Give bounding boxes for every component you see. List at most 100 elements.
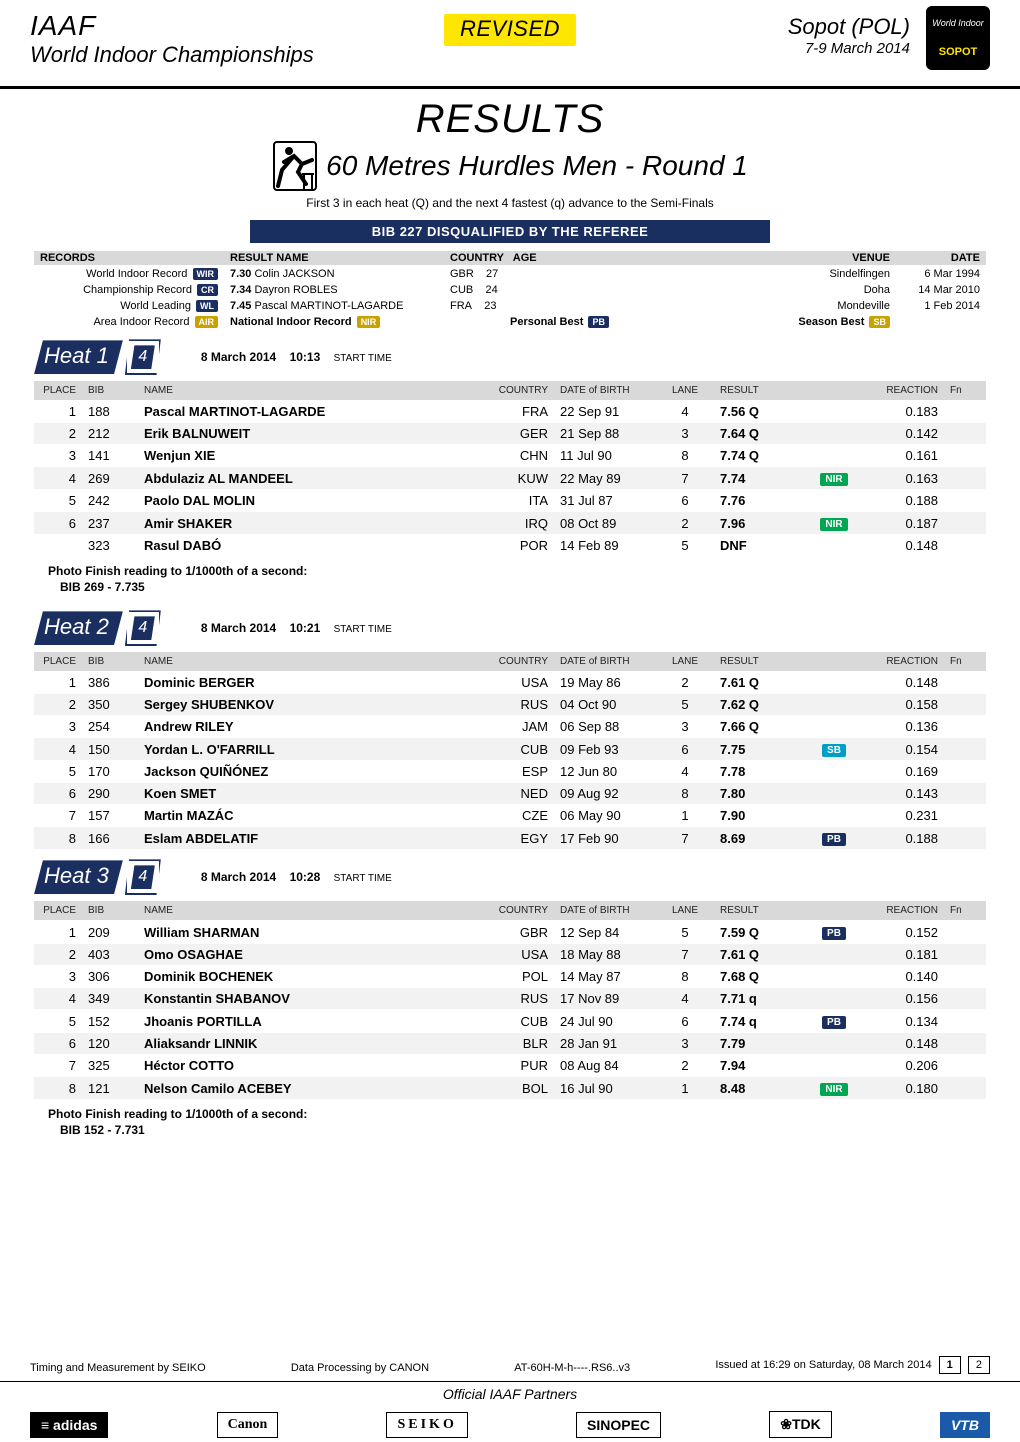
cell-country: EGY bbox=[472, 827, 554, 850]
record-result-name: National Indoor Record NIR bbox=[224, 315, 444, 329]
location: Sopot (POL) bbox=[788, 14, 910, 40]
cell-name: Nelson Camilo ACEBEY bbox=[138, 1077, 472, 1100]
event-row: 60 Metres Hurdles Men - Round 1 bbox=[0, 140, 1020, 192]
col-place: PLACE bbox=[34, 901, 82, 921]
result-flag-pill: NIR bbox=[820, 518, 847, 531]
cell-reaction: 0.163 bbox=[862, 467, 944, 490]
record-country-age: FRA 23 bbox=[444, 299, 746, 313]
result-flag-pill: SB bbox=[822, 744, 846, 757]
result-flag-pill: PB bbox=[822, 927, 846, 940]
heat-meta: 8 March 2014 10:13 START TIME bbox=[201, 350, 392, 364]
cell-fn bbox=[944, 921, 986, 944]
cell-bib: 242 bbox=[82, 490, 138, 512]
records-hdr-country: COUNTRY bbox=[450, 252, 504, 264]
cell-dob: 24 Jul 90 bbox=[554, 1010, 656, 1033]
partners-title: Official IAAF Partners bbox=[0, 1386, 1020, 1402]
partner-seiko: SEIKO bbox=[386, 1412, 467, 1438]
col-bib: BIB bbox=[82, 381, 138, 401]
col-result: RESULT bbox=[714, 901, 806, 921]
cell-fn bbox=[944, 966, 986, 988]
cell-country: BLR bbox=[472, 1033, 554, 1055]
cell-country: RUS bbox=[472, 694, 554, 716]
cell-fn bbox=[944, 761, 986, 783]
cell-fn bbox=[944, 988, 986, 1010]
record-tag: CR bbox=[197, 284, 218, 296]
cell-result: 7.80 bbox=[714, 783, 806, 805]
cell-reaction: 0.136 bbox=[862, 716, 944, 738]
partners-bar: ≡ adidas Canon SEIKO SINOPEC ❀TDK VTB bbox=[30, 1411, 990, 1438]
footer-code: AT-60H-M-h----.RS6..v3 bbox=[514, 1362, 630, 1374]
cell-result: 7.71 q bbox=[714, 988, 806, 1010]
cell-dob: 22 May 89 bbox=[554, 467, 656, 490]
cell-result: 7.78 bbox=[714, 761, 806, 783]
heat-date: 8 March 2014 bbox=[201, 350, 276, 364]
cell-bib: 120 bbox=[82, 1033, 138, 1055]
cell-dob: 09 Feb 93 bbox=[554, 738, 656, 761]
record-result-name: 7.34 Dayron ROBLES bbox=[224, 283, 444, 297]
record-sb-tag: SB bbox=[869, 316, 890, 328]
cell-fn bbox=[944, 738, 986, 761]
cell-flag bbox=[806, 423, 862, 445]
records-table: RECORDS RESULT NAME COUNTRY AGE VENUE DA… bbox=[0, 247, 1020, 331]
record-label: Championship Record CR bbox=[34, 283, 224, 297]
cell-bib: 254 bbox=[82, 716, 138, 738]
cell-country: POL bbox=[472, 966, 554, 988]
header-left: IAAF World Indoor Championships bbox=[30, 10, 314, 68]
cell-result: 7.94 bbox=[714, 1055, 806, 1077]
cell-fn bbox=[944, 401, 986, 423]
cell-country: FRA bbox=[472, 401, 554, 423]
col-flag bbox=[806, 381, 862, 401]
cell-fn bbox=[944, 1055, 986, 1077]
page-header: IAAF World Indoor Championships REVISED … bbox=[0, 8, 1020, 89]
footer-issued-block: Issued at 16:29 on Saturday, 08 March 20… bbox=[715, 1356, 990, 1374]
cell-dob: 06 Sep 88 bbox=[554, 716, 656, 738]
cell-name: Héctor COTTO bbox=[138, 1055, 472, 1077]
table-row: 323 Rasul DABÓ POR 14 Feb 89 5 DNF 0.148 bbox=[34, 535, 986, 557]
cell-name: Aliaksandr LINNIK bbox=[138, 1033, 472, 1055]
cell-bib: 386 bbox=[82, 672, 138, 694]
record-tag: WL bbox=[196, 300, 218, 312]
cell-result: 7.61 Q bbox=[714, 944, 806, 966]
cell-fn bbox=[944, 716, 986, 738]
cell-name: Sergey SHUBENKOV bbox=[138, 694, 472, 716]
photo-finish-value: BIB 269 - 7.735 bbox=[0, 578, 1020, 602]
record-venue: Season Best SB bbox=[746, 315, 896, 329]
cell-place: 7 bbox=[34, 1055, 82, 1077]
heats-container: Heat 1 4 8 March 2014 10:13 START TIME P… bbox=[0, 331, 1020, 1145]
heat-time-suffix: START TIME bbox=[334, 624, 392, 635]
cell-lane: 6 bbox=[656, 1010, 714, 1033]
cell-lane: 7 bbox=[656, 944, 714, 966]
cell-result: 7.64 Q bbox=[714, 423, 806, 445]
cell-result: 8.69 bbox=[714, 827, 806, 850]
heat-lane-chip: 4 bbox=[125, 859, 161, 895]
photo-finish-value: BIB 152 - 7.731 bbox=[0, 1121, 1020, 1145]
hurdler-pictogram-icon bbox=[272, 140, 318, 192]
heat-time: 10:28 bbox=[290, 870, 321, 884]
record-result-name: 7.30 Colin JACKSON bbox=[224, 267, 444, 281]
record-date: 1 Feb 2014 bbox=[896, 299, 986, 313]
col-lane: LANE bbox=[656, 901, 714, 921]
cell-lane: 3 bbox=[656, 716, 714, 738]
cell-name: Wenjun XIE bbox=[138, 445, 472, 467]
cell-flag bbox=[806, 716, 862, 738]
cell-place: 8 bbox=[34, 827, 82, 850]
cell-place: 2 bbox=[34, 423, 82, 445]
cell-lane: 6 bbox=[656, 490, 714, 512]
cell-result: 7.68 Q bbox=[714, 966, 806, 988]
cell-place: 1 bbox=[34, 921, 82, 944]
cell-country: USA bbox=[472, 944, 554, 966]
footer-processing: Data Processing by CANON bbox=[291, 1362, 429, 1374]
cell-place: 2 bbox=[34, 944, 82, 966]
cell-lane: 6 bbox=[656, 738, 714, 761]
record-result-name: 7.45 Pascal MARTINOT-LAGARDE bbox=[224, 299, 444, 313]
event-subtitle: First 3 in each heat (Q) and the next 4 … bbox=[0, 196, 1020, 210]
cell-fn bbox=[944, 805, 986, 827]
cell-lane: 3 bbox=[656, 423, 714, 445]
cell-flag: PB bbox=[806, 1010, 862, 1033]
cell-flag: PB bbox=[806, 827, 862, 850]
cell-flag: NIR bbox=[806, 467, 862, 490]
cell-place: 6 bbox=[34, 783, 82, 805]
cell-flag bbox=[806, 783, 862, 805]
table-row: 3 306 Dominik BOCHENEK POL 14 May 87 8 7… bbox=[34, 966, 986, 988]
cell-bib: 141 bbox=[82, 445, 138, 467]
